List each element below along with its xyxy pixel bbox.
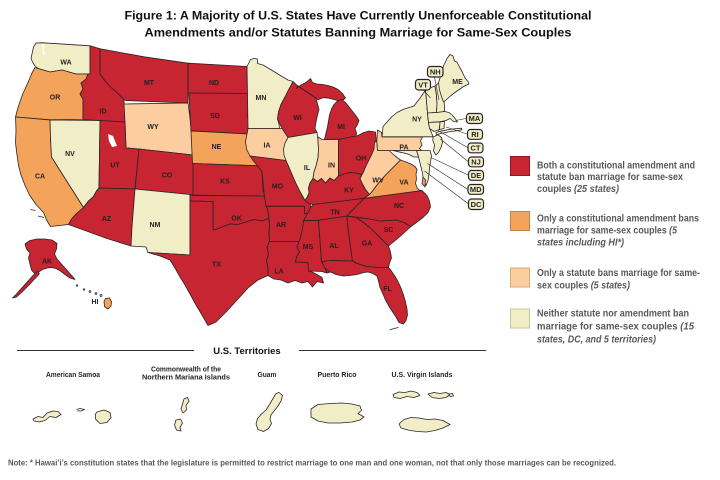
- svg-text:MS: MS: [303, 244, 314, 251]
- svg-text:GA: GA: [362, 241, 373, 248]
- svg-text:states, DC, and 5 territories): states, DC, and 5 territories): [537, 335, 657, 346]
- svg-text:MA: MA: [469, 114, 481, 123]
- svg-text:IN: IN: [328, 163, 335, 170]
- svg-text:Northern Mariana Islands: Northern Mariana Islands: [142, 375, 230, 382]
- svg-text:Note: * Hawai’i’s constitution: Note: * Hawai’i’s constitution states th…: [8, 459, 616, 468]
- svg-text:WA: WA: [60, 60, 71, 67]
- svg-text:Both a constitutional amendmen: Both a constitutional amendment and: [537, 161, 695, 172]
- svg-text:KY: KY: [344, 188, 354, 195]
- svg-text:NE: NE: [212, 144, 222, 151]
- svg-text:Amendments and/or Statutes Ban: Amendments and/or Statutes Banning Marri…: [145, 28, 572, 40]
- svg-text:marriage for same-sex couples: marriage for same-sex couples (15: [537, 322, 694, 333]
- svg-text:U.S. Territories: U.S. Territories: [213, 346, 280, 357]
- svg-text:MD: MD: [470, 185, 482, 194]
- svg-text:sex couples (5 states): sex couples (5 states): [537, 281, 631, 292]
- svg-text:NH: NH: [430, 67, 441, 76]
- svg-text:ME: ME: [452, 79, 463, 86]
- svg-text:OH: OH: [356, 156, 367, 163]
- svg-text:RI: RI: [471, 130, 479, 139]
- svg-text:SC: SC: [384, 227, 394, 234]
- svg-text:WI: WI: [293, 115, 302, 122]
- svg-text:OK: OK: [231, 216, 242, 223]
- svg-text:DE: DE: [471, 171, 481, 180]
- svg-text:SD: SD: [210, 113, 220, 120]
- svg-text:LA: LA: [274, 269, 283, 276]
- svg-text:Only a statute bans marriage f: Only a statute bans marriage for same-: [537, 268, 700, 279]
- svg-text:OR: OR: [50, 95, 61, 102]
- svg-text:WV: WV: [372, 178, 384, 185]
- svg-text:AR: AR: [276, 222, 286, 229]
- svg-text:TN: TN: [330, 210, 339, 217]
- svg-text:NY: NY: [412, 117, 422, 124]
- svg-text:American Samoa: American Samoa: [46, 372, 100, 379]
- svg-text:PA: PA: [399, 145, 408, 152]
- svg-text:statute ban marriage for same-: statute ban marriage for same-sex: [537, 172, 683, 183]
- svg-text:marriage for same-sex couples: marriage for same-sex couples (5: [537, 226, 677, 237]
- svg-text:NJ: NJ: [471, 158, 481, 167]
- svg-text:UT: UT: [110, 163, 120, 170]
- svg-text:IL: IL: [304, 165, 311, 172]
- svg-text:ID: ID: [100, 109, 107, 116]
- svg-text:HI: HI: [92, 299, 99, 306]
- svg-text:MT: MT: [144, 80, 155, 87]
- svg-text:ND: ND: [209, 80, 219, 87]
- svg-text:VT: VT: [418, 80, 428, 89]
- svg-text:NV: NV: [65, 151, 75, 158]
- svg-text:states including HI*): states including HI*): [537, 238, 625, 249]
- svg-text:U.S. Virgin Islands: U.S. Virgin Islands: [392, 372, 453, 379]
- svg-text:Only a constitutional amendmen: Only a constitutional amendment bans: [537, 214, 699, 225]
- svg-text:NM: NM: [150, 222, 161, 229]
- svg-text:WY: WY: [147, 124, 159, 131]
- svg-text:FL: FL: [383, 286, 392, 293]
- svg-text:MI: MI: [337, 124, 345, 131]
- svg-text:MO: MO: [272, 184, 284, 191]
- svg-text:CO: CO: [162, 173, 173, 180]
- svg-text:MN: MN: [256, 95, 267, 102]
- svg-text:AZ: AZ: [102, 216, 112, 223]
- svg-text:IA: IA: [264, 143, 271, 150]
- svg-text:NC: NC: [394, 203, 404, 210]
- svg-text:AK: AK: [42, 259, 52, 266]
- svg-text:Puerto Rico: Puerto Rico: [318, 372, 357, 379]
- svg-text:Neither statute nor amendment: Neither statute nor amendment ban: [537, 309, 689, 320]
- svg-text:CA: CA: [35, 174, 45, 181]
- svg-text:DC: DC: [471, 200, 482, 209]
- svg-text:TX: TX: [212, 262, 221, 269]
- svg-text:CT: CT: [471, 144, 481, 153]
- svg-text:VA: VA: [399, 180, 408, 187]
- svg-text:Figure 1: A Majority of U.S.: Figure 1: A Majority of U.S. States Have…: [125, 11, 592, 23]
- svg-text:Guam: Guam: [258, 372, 277, 379]
- svg-text:AL: AL: [329, 243, 339, 250]
- svg-text:Commonwealth of the: Commonwealth of the: [151, 367, 221, 374]
- svg-text:KS: KS: [220, 179, 230, 186]
- svg-text:couples (25 states): couples (25 states): [537, 184, 620, 195]
